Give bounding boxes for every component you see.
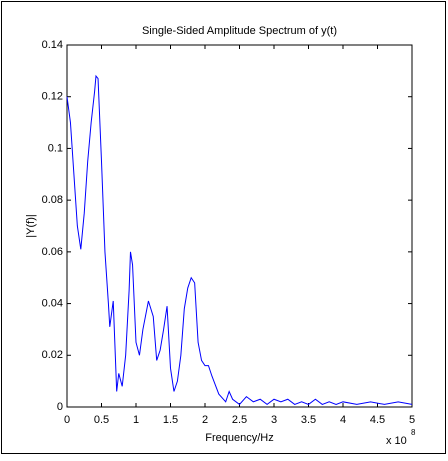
x-multiplier-exponent: 8 — [411, 428, 416, 437]
y-tick-label: 0.06 — [42, 246, 63, 258]
y-tick-label: 0.04 — [42, 297, 63, 309]
x-axis-label: Frequency/Hz — [205, 432, 273, 444]
x-tick-label: 1.5 — [163, 414, 178, 426]
x-tick-label: 0 — [64, 414, 70, 426]
x-tick-label: 3 — [271, 414, 277, 426]
line-series — [66, 74, 413, 406]
x-tick-label: 1 — [133, 414, 139, 426]
x-tick-label: 2 — [202, 414, 208, 426]
x-multiplier: x 10 — [386, 435, 407, 447]
x-tick-label: 4.5 — [370, 414, 385, 426]
x-tick-label: 2.5 — [232, 414, 247, 426]
chart-title: Single-Sided Amplitude Spectrum of y(t) — [142, 25, 337, 37]
y-tick-label: 0 — [57, 401, 63, 413]
y-tick-label: 0.12 — [42, 91, 63, 103]
y-tick-label: 0.02 — [42, 349, 63, 361]
y-tick-label: 0.08 — [42, 194, 63, 206]
y-tick-label: 0.14 — [42, 39, 63, 51]
axes-box — [66, 44, 413, 408]
y-axis-label: |Y(f)| — [25, 214, 37, 237]
x-tick-label: 0.5 — [94, 414, 109, 426]
x-tick-label: 4 — [340, 414, 346, 426]
x-tick-label: 5 — [409, 414, 415, 426]
y-tick-label: 0.1 — [48, 142, 63, 154]
x-tick-label: 3.5 — [301, 414, 316, 426]
